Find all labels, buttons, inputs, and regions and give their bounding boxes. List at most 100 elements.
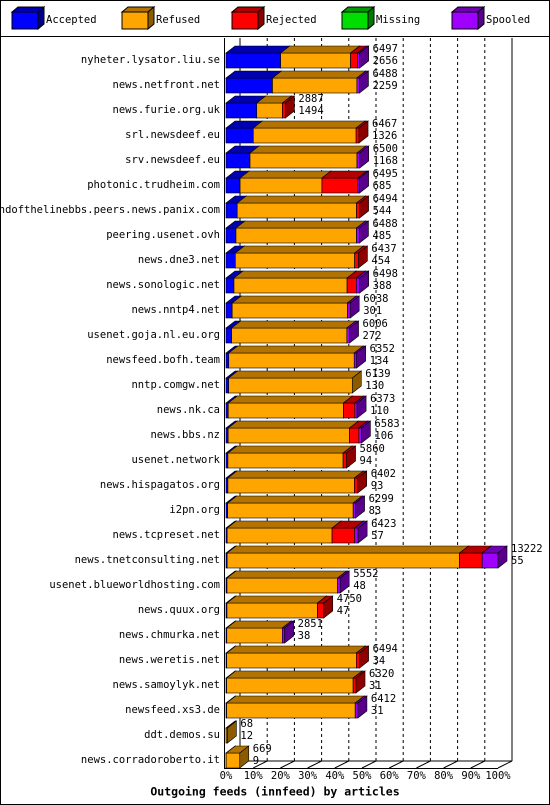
y-tick-label: news.netfront.net	[113, 79, 220, 91]
y-tick-label: ddt.demos.su	[144, 729, 220, 741]
total-label: 6038	[363, 293, 388, 305]
legend-swatch	[121, 11, 149, 30]
total-label: 6488	[372, 68, 397, 80]
bar-segment	[231, 302, 348, 319]
total-label: 6139	[365, 368, 390, 380]
bar-segment	[354, 527, 359, 544]
bar-top	[279, 45, 361, 54]
accepted-label: 130	[365, 380, 384, 392]
accepted-label: 83	[369, 505, 382, 517]
bar-top	[227, 370, 363, 379]
bar-segment	[225, 202, 238, 219]
bar-segment	[226, 527, 333, 544]
bar-top	[239, 170, 332, 179]
legend-swatch	[11, 11, 39, 30]
accepted-label: 1326	[372, 130, 397, 142]
y-tick-label: newsfeed.bofh.team	[106, 354, 220, 366]
total-label: 2851	[298, 618, 323, 630]
total-label: 6494	[373, 643, 398, 655]
total-label: 6299	[369, 493, 394, 505]
y-tick-label: photonic.trudheim.com	[87, 179, 220, 191]
accepted-label: 48	[353, 580, 366, 592]
total-label: 2887	[298, 93, 323, 105]
x-tick-label: 80%	[434, 770, 454, 782]
total-label: 6412	[371, 693, 396, 705]
bar-segment	[225, 52, 281, 69]
bar-side	[359, 145, 370, 169]
bar-segment	[282, 627, 285, 644]
bar-segment	[226, 577, 338, 594]
x-tick	[280, 760, 295, 769]
bar-side	[359, 170, 369, 194]
bar-segment	[354, 477, 359, 494]
bar-top	[249, 145, 367, 154]
bar-segment	[235, 252, 355, 269]
accepted-label: 55	[511, 555, 524, 567]
bar-side	[359, 45, 369, 69]
y-tick-label: usenet.blueworldhosting.com	[49, 579, 220, 591]
bar-top	[225, 45, 291, 54]
x-tick-label: 50%	[353, 770, 373, 782]
legend-label: Rejected	[266, 14, 317, 26]
y-tick-label: news.weretis.net	[119, 654, 220, 666]
bar-segment	[225, 752, 241, 769]
accepted-label: 110	[370, 405, 389, 417]
bar-side	[358, 245, 368, 269]
bar-segment	[354, 252, 359, 269]
x-tick	[361, 760, 377, 769]
bar-segment	[356, 277, 360, 294]
bar-segment	[226, 652, 357, 669]
y-tick-label: news.tcpreset.net	[113, 529, 220, 541]
bar-segment	[256, 102, 283, 119]
bar-segment	[225, 402, 229, 419]
bar-side	[355, 495, 365, 519]
accepted-label: 31	[371, 705, 384, 717]
accepted-label: 2656	[373, 55, 398, 67]
bar-segment	[353, 352, 357, 369]
bar-segment	[225, 152, 251, 169]
y-tick-label: newsfeed.xs3.de	[125, 704, 220, 716]
bar-side	[356, 395, 367, 419]
bar-top	[225, 70, 283, 79]
total-label: 6373	[370, 393, 395, 405]
bar-side	[359, 220, 369, 244]
bar-segment	[225, 127, 254, 144]
bar-side	[323, 595, 334, 619]
accepted-label: 47	[337, 605, 350, 617]
x-tick	[252, 760, 268, 769]
accepted-label: 9	[253, 755, 259, 767]
x-tick-label: 60%	[380, 770, 400, 782]
bar-segment	[235, 227, 357, 244]
bar-segment	[228, 377, 353, 394]
total-label: 6495	[373, 168, 398, 180]
bar-segment	[227, 452, 344, 469]
accepted-label: 106	[374, 430, 393, 442]
bar-segment	[226, 677, 354, 694]
bar-segment	[346, 327, 350, 344]
bar-segment	[225, 102, 258, 119]
bar-segment	[225, 352, 230, 369]
total-label: 6583	[374, 418, 399, 430]
bar-side	[351, 370, 362, 394]
accepted-label: 57	[371, 530, 384, 542]
bar-side	[359, 70, 369, 94]
bar-top	[271, 70, 367, 79]
bar-segment	[349, 427, 360, 444]
total-label: 6494	[373, 193, 398, 205]
bar-side	[359, 195, 369, 219]
total-label: 6497	[373, 43, 398, 55]
bar-segment	[346, 277, 357, 294]
y-tick-label: usenet.goja.nl.eu.org	[87, 329, 220, 341]
accepted-label: 454	[371, 255, 390, 267]
bar-segment	[321, 177, 359, 194]
bar-segment	[225, 327, 232, 344]
accepted-label: 485	[372, 230, 391, 242]
bar-segment	[225, 277, 235, 294]
bar-segment	[280, 52, 351, 69]
bar-segment	[226, 627, 283, 644]
accepted-label: 31	[369, 680, 382, 692]
y-tick-label: news.sonologic.net	[106, 279, 220, 291]
x-tick	[416, 760, 431, 769]
